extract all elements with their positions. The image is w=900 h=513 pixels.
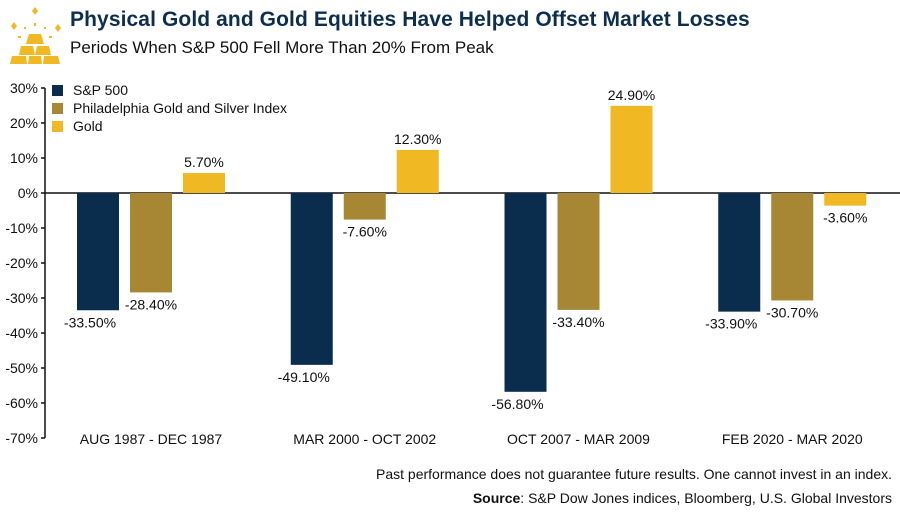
- y-tick-label: -10%: [5, 220, 38, 236]
- gold-bars-icon: [10, 7, 61, 64]
- y-tick-label: 20%: [10, 115, 38, 131]
- bar: [557, 193, 600, 310]
- y-tick-label: -20%: [5, 255, 38, 271]
- x-category-label: AUG 1987 - DEC 1987: [80, 431, 223, 447]
- bar: [718, 193, 761, 312]
- bar: [610, 105, 653, 193]
- bar: [771, 193, 814, 301]
- data-label: 5.70%: [184, 154, 224, 170]
- y-tick-label: 30%: [10, 80, 38, 96]
- y-tick-label: -70%: [5, 430, 38, 446]
- bar: [290, 193, 333, 365]
- source-text: Source: S&P Dow Jones indices, Bloomberg…: [473, 490, 892, 506]
- data-label: -33.90%: [705, 316, 757, 332]
- y-tick-label: -40%: [5, 325, 38, 341]
- source-label: Source: [472, 490, 521, 506]
- data-label: -33.40%: [552, 314, 604, 330]
- data-label: 12.30%: [394, 131, 441, 147]
- legend-swatch: [52, 103, 63, 114]
- bar: [396, 149, 439, 193]
- x-category-label: FEB 2020 - MAR 2020: [722, 431, 863, 447]
- y-tick-label: 10%: [10, 150, 38, 166]
- bar-chart: 30%20%10%0%-10%-20%-30%-40%-50%-60%-70% …: [5, 80, 900, 447]
- data-label: -3.60%: [823, 210, 867, 226]
- chart-title: Physical Gold and Gold Equities Have Hel…: [70, 8, 750, 31]
- bar: [343, 193, 386, 220]
- x-category-label: OCT 2007 - MAR 2009: [507, 431, 650, 447]
- y-tick-label: -50%: [5, 360, 38, 376]
- y-tick-label: -60%: [5, 395, 38, 411]
- legend-label: S&P 500: [73, 82, 128, 98]
- x-category-label: MAR 2000 - OCT 2002: [293, 431, 436, 447]
- legend-label: Gold: [73, 118, 103, 134]
- bar: [183, 173, 225, 193]
- legend-swatch: [52, 121, 63, 132]
- data-label: -49.10%: [278, 369, 330, 385]
- bar: [824, 193, 867, 206]
- data-label: -7.60%: [343, 224, 387, 240]
- bar: [504, 193, 547, 392]
- y-tick-label: -30%: [5, 290, 38, 306]
- chart-subtitle: Periods When S&P 500 Fell More Than 20% …: [70, 38, 494, 57]
- data-label: -56.80%: [491, 396, 543, 412]
- bar: [130, 193, 172, 293]
- legend-swatch: [52, 85, 63, 96]
- legend-label: Philadelphia Gold and Silver Index: [73, 100, 287, 116]
- source-value: : S&P Dow Jones indices, Bloomberg, U.S.…: [520, 490, 892, 506]
- data-label: -28.40%: [125, 296, 177, 312]
- y-tick-label: 0%: [18, 185, 38, 201]
- data-label: -33.50%: [64, 314, 116, 330]
- data-label: 24.90%: [608, 87, 655, 103]
- disclaimer-text: Past performance does not guarantee futu…: [376, 466, 892, 482]
- data-label: -30.70%: [766, 304, 818, 320]
- bar: [77, 193, 119, 311]
